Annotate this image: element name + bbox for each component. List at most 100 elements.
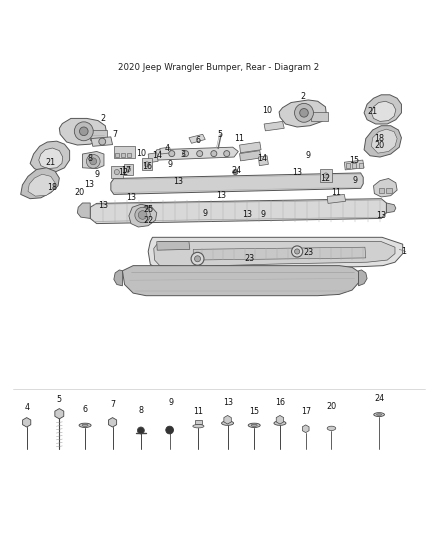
Ellipse shape — [222, 421, 233, 425]
Text: 10: 10 — [136, 149, 146, 158]
Text: 2: 2 — [101, 114, 106, 123]
Text: 8: 8 — [138, 406, 143, 415]
Text: 9: 9 — [306, 151, 311, 160]
Polygon shape — [364, 95, 401, 124]
Text: 16: 16 — [276, 398, 286, 407]
Bar — [124, 164, 133, 175]
Polygon shape — [129, 204, 157, 227]
Ellipse shape — [79, 423, 91, 427]
Text: 11: 11 — [331, 188, 341, 197]
Polygon shape — [90, 199, 386, 223]
Text: 20: 20 — [74, 188, 85, 197]
Polygon shape — [82, 151, 104, 168]
Text: 22: 22 — [143, 216, 153, 225]
Circle shape — [233, 169, 238, 175]
Text: 15: 15 — [349, 156, 359, 165]
Circle shape — [211, 151, 217, 157]
Ellipse shape — [82, 424, 88, 426]
Text: 17: 17 — [122, 166, 132, 175]
Polygon shape — [123, 265, 358, 296]
Text: 5: 5 — [218, 130, 223, 139]
Polygon shape — [258, 156, 268, 166]
Circle shape — [80, 127, 88, 135]
Bar — [311, 112, 328, 122]
Polygon shape — [344, 160, 364, 170]
Text: 21: 21 — [367, 107, 377, 116]
Polygon shape — [154, 241, 395, 266]
Ellipse shape — [374, 413, 385, 416]
Text: 7: 7 — [113, 130, 118, 139]
Polygon shape — [114, 270, 123, 286]
Circle shape — [114, 169, 120, 175]
Text: 4: 4 — [165, 144, 170, 153]
Ellipse shape — [248, 423, 260, 427]
Polygon shape — [386, 203, 396, 213]
Circle shape — [191, 252, 204, 265]
Circle shape — [138, 211, 147, 219]
Circle shape — [138, 427, 144, 434]
Text: 16: 16 — [142, 162, 152, 171]
Circle shape — [197, 151, 203, 157]
Text: 9: 9 — [353, 176, 358, 185]
Circle shape — [169, 151, 175, 157]
Polygon shape — [30, 141, 70, 172]
Polygon shape — [358, 270, 367, 286]
Polygon shape — [189, 134, 205, 143]
Text: 6: 6 — [83, 405, 88, 414]
Text: 9: 9 — [261, 211, 266, 220]
Bar — [386, 188, 392, 192]
Text: 13: 13 — [85, 181, 94, 189]
Polygon shape — [371, 129, 397, 153]
Polygon shape — [21, 168, 59, 199]
Polygon shape — [327, 195, 346, 204]
Text: 20: 20 — [374, 141, 384, 150]
Polygon shape — [39, 148, 63, 168]
Polygon shape — [28, 174, 55, 196]
Circle shape — [126, 167, 131, 172]
Bar — [352, 164, 357, 168]
Ellipse shape — [327, 426, 336, 431]
Text: 13: 13 — [126, 193, 136, 203]
Circle shape — [99, 138, 106, 145]
Text: 25: 25 — [143, 205, 153, 214]
Text: 9: 9 — [168, 399, 173, 408]
Polygon shape — [371, 101, 396, 122]
Polygon shape — [264, 122, 284, 131]
Polygon shape — [157, 241, 190, 250]
Text: 14: 14 — [152, 151, 162, 160]
Circle shape — [292, 246, 303, 257]
Bar — [121, 153, 125, 157]
Bar — [320, 169, 332, 182]
Text: 24: 24 — [231, 166, 241, 175]
Text: 24: 24 — [374, 394, 384, 403]
Polygon shape — [91, 137, 113, 147]
Polygon shape — [111, 173, 363, 195]
Circle shape — [194, 256, 201, 262]
Text: 12: 12 — [119, 168, 129, 177]
Text: 20: 20 — [327, 401, 337, 410]
Text: 11: 11 — [235, 134, 244, 143]
Bar — [142, 158, 152, 171]
Text: 7: 7 — [110, 400, 116, 409]
Circle shape — [294, 249, 300, 254]
Polygon shape — [374, 179, 397, 197]
Bar — [111, 166, 123, 178]
Circle shape — [166, 426, 173, 434]
Text: 21: 21 — [46, 158, 56, 167]
Polygon shape — [193, 247, 366, 260]
Circle shape — [300, 109, 308, 117]
Text: 11: 11 — [194, 407, 203, 416]
Text: 13: 13 — [242, 209, 252, 219]
Text: 10: 10 — [262, 106, 272, 115]
Circle shape — [224, 151, 230, 157]
Text: 9: 9 — [203, 209, 208, 218]
Ellipse shape — [377, 414, 381, 415]
Polygon shape — [240, 151, 261, 161]
Circle shape — [74, 122, 93, 141]
Bar — [127, 153, 131, 157]
Polygon shape — [279, 100, 326, 127]
Text: 8: 8 — [88, 154, 93, 163]
Bar — [194, 420, 202, 424]
Polygon shape — [148, 153, 158, 163]
Polygon shape — [59, 118, 106, 145]
